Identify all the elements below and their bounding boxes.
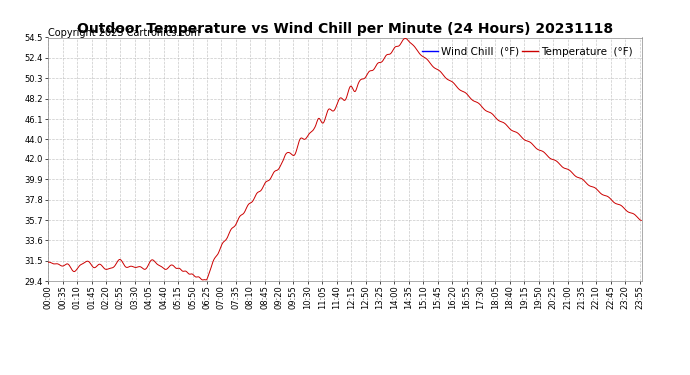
Legend: Wind Chill  (°F), Temperature  (°F): Wind Chill (°F), Temperature (°F) bbox=[417, 43, 636, 61]
Text: Copyright 2023 Cartronics.com: Copyright 2023 Cartronics.com bbox=[48, 28, 200, 38]
Title: Outdoor Temperature vs Wind Chill per Minute (24 Hours) 20231118: Outdoor Temperature vs Wind Chill per Mi… bbox=[77, 22, 613, 36]
